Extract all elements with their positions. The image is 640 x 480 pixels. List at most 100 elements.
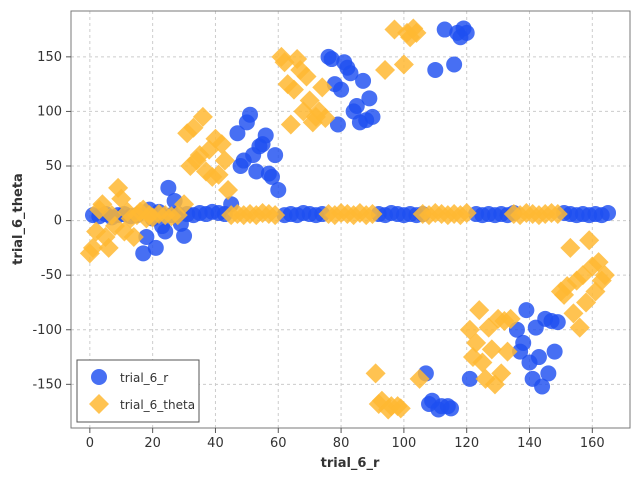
point-trial-6-theta (123, 226, 144, 247)
point-trial-6-theta (456, 202, 477, 223)
legend-marker-trial-6-theta (89, 394, 109, 414)
y-tick-label: -50 (41, 268, 62, 283)
x-tick-label: 60 (270, 436, 287, 451)
point-trial-6-theta (569, 317, 590, 338)
point-trial-6-r (546, 343, 563, 360)
point-trial-6-theta (265, 205, 286, 226)
legend-box (76, 359, 200, 423)
axes: 0 20 40 60 80 100 120 140 160 -150 -100 -50 0 50 100 15… (32, 50, 604, 451)
point-trial-6-r (461, 370, 478, 387)
point-trial-6-theta (211, 134, 232, 155)
point-trial-6-r (257, 127, 274, 144)
point-trial-6-theta (92, 194, 113, 215)
point-trial-6-r (364, 108, 381, 125)
point-trial-6-theta (400, 27, 421, 48)
point-trial-6-r (361, 90, 378, 107)
point-trial-6-r (427, 61, 444, 78)
plot-frame (70, 10, 631, 429)
point-trial-6-r (242, 106, 259, 123)
point-trial-6-theta (183, 117, 204, 138)
point-trial-6-theta (192, 106, 213, 127)
point-trial-6-r (270, 182, 287, 199)
point-trial-6-r (157, 223, 174, 240)
point-trial-6-r (436, 21, 453, 38)
point-trial-6-theta (82, 237, 103, 258)
y-tick-label: 100 (37, 104, 62, 119)
y-axis-title: trial_6_theta (11, 173, 26, 265)
point-trial-6-r (267, 147, 284, 164)
point-trial-6-r (135, 245, 152, 262)
y-tick-label: 0 (54, 214, 62, 229)
point-trial-6-r (323, 51, 340, 68)
point-trial-6-theta (594, 265, 615, 286)
point-trial-6-theta (218, 180, 239, 201)
point-trial-6-r (442, 400, 459, 417)
point-trial-6-theta (312, 77, 333, 98)
point-trial-6-theta (315, 107, 336, 128)
point-trial-6-theta (406, 22, 427, 43)
point-trial-6-r (348, 97, 365, 114)
point-trial-6-r (549, 314, 566, 331)
point-trial-6-theta (497, 341, 518, 362)
point-trial-6-theta (491, 363, 512, 384)
x-tick-label: 80 (333, 436, 350, 451)
point-trial-6-r (160, 179, 177, 196)
legend-label-trial-6-theta: trial_6_theta (120, 398, 195, 412)
x-tick-label: 160 (580, 436, 605, 451)
point-trial-6-theta (563, 303, 584, 324)
point-trial-6-theta (481, 339, 502, 360)
point-trial-6-theta (208, 164, 229, 185)
point-trial-6-theta (283, 79, 304, 100)
y-tick-label: 50 (45, 159, 62, 174)
point-trial-6-theta (579, 230, 600, 251)
point-trial-6-theta (409, 368, 430, 389)
point-trial-6-r (518, 302, 535, 319)
x-tick-label: 140 (517, 436, 542, 451)
point-trial-6-theta (280, 114, 301, 135)
point-trial-6-r (333, 81, 350, 98)
y-tick-label: -150 (32, 377, 62, 392)
point-trial-6-r (515, 334, 532, 351)
x-axis-title: trial_6_r (321, 456, 380, 471)
point-trial-6-r (263, 168, 280, 185)
point-trial-6-r (248, 163, 265, 180)
point-trial-6-r (600, 204, 617, 221)
point-trial-6-r (534, 378, 551, 395)
point-trial-6-r (138, 228, 155, 245)
point-trial-6-r (530, 349, 547, 366)
point-trial-6-theta (393, 54, 414, 75)
point-trial-6-theta (547, 204, 568, 225)
point-trial-6-theta (296, 66, 317, 87)
point-trial-6-theta (98, 237, 119, 258)
point-trial-6-r (540, 365, 557, 382)
legend-marker-trial-6-r (91, 369, 107, 385)
x-tick-label: 100 (391, 436, 416, 451)
point-trial-6-r (147, 239, 164, 256)
x-tick-label: 120 (454, 436, 479, 451)
point-trial-6-theta (472, 352, 493, 373)
point-trial-6-theta (390, 398, 411, 419)
point-trial-6-theta (375, 59, 396, 80)
legend: trial_6_r trial_6_theta (76, 359, 200, 423)
point-trial-6-r (355, 72, 372, 89)
x-tick-label: 40 (207, 436, 224, 451)
point-trial-6-theta (365, 363, 386, 384)
point-trial-6-r (229, 125, 246, 142)
y-tick-label: 150 (37, 50, 62, 65)
x-tick-label: 0 (86, 436, 94, 451)
x-tick-label: 20 (144, 436, 161, 451)
point-trial-6-theta (174, 194, 195, 215)
legend-label-trial-6-r: trial_6_r (120, 371, 168, 385)
point-trial-6-r (342, 65, 359, 82)
point-trial-6-theta (560, 237, 581, 258)
point-trial-6-r (329, 116, 346, 133)
point-trial-6-theta (214, 150, 235, 171)
point-trial-6-theta (362, 204, 383, 225)
point-trial-6-theta (469, 300, 490, 321)
point-trial-6-r (176, 227, 193, 244)
point-trial-6-theta (466, 332, 487, 353)
point-trial-6-theta (299, 90, 320, 111)
point-trial-6-r (458, 24, 475, 41)
y-tick-label: -100 (32, 323, 62, 338)
